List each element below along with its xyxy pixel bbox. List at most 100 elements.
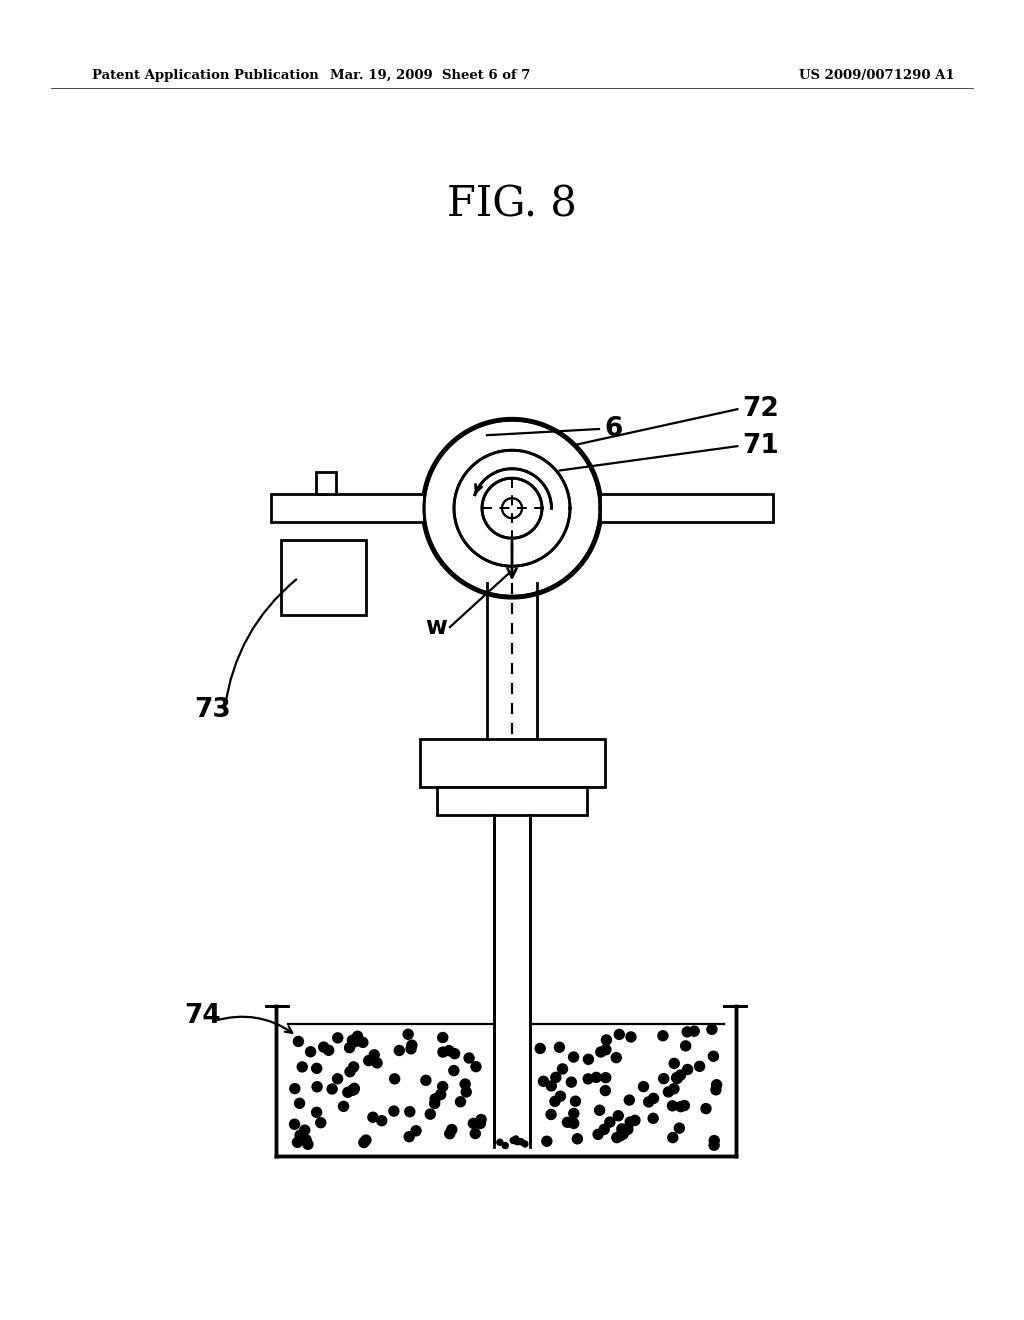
Text: FIG. 8: FIG. 8 — [447, 183, 577, 226]
Circle shape — [460, 1078, 470, 1089]
Circle shape — [616, 1123, 627, 1134]
Circle shape — [546, 1110, 556, 1119]
Circle shape — [497, 1139, 503, 1146]
Circle shape — [630, 1115, 640, 1126]
Circle shape — [547, 1081, 556, 1090]
Circle shape — [709, 1140, 719, 1150]
Circle shape — [421, 1076, 431, 1085]
Circle shape — [312, 1082, 323, 1092]
Circle shape — [301, 1135, 311, 1144]
Circle shape — [572, 1134, 583, 1144]
Circle shape — [614, 1030, 625, 1039]
Circle shape — [411, 1126, 421, 1135]
Circle shape — [593, 1130, 603, 1139]
Circle shape — [568, 1052, 579, 1063]
Circle shape — [437, 1081, 447, 1092]
Circle shape — [707, 1024, 717, 1035]
Circle shape — [333, 1032, 343, 1043]
Circle shape — [613, 1110, 624, 1121]
Circle shape — [364, 1056, 374, 1065]
Circle shape — [293, 1138, 302, 1147]
Circle shape — [368, 1113, 378, 1122]
Circle shape — [611, 1052, 622, 1063]
Circle shape — [566, 1077, 577, 1088]
Circle shape — [676, 1071, 685, 1080]
Circle shape — [370, 1049, 379, 1060]
Circle shape — [601, 1044, 611, 1055]
Circle shape — [347, 1035, 357, 1045]
Circle shape — [557, 1064, 567, 1074]
Circle shape — [471, 1061, 481, 1072]
Text: 73: 73 — [195, 697, 231, 723]
Circle shape — [470, 1129, 480, 1139]
Circle shape — [290, 1084, 300, 1093]
Text: 71: 71 — [742, 433, 779, 459]
Circle shape — [522, 1140, 528, 1147]
Circle shape — [390, 1074, 399, 1084]
Circle shape — [327, 1084, 337, 1094]
Bar — [316, 473, 336, 494]
Circle shape — [623, 1125, 633, 1134]
Circle shape — [343, 1088, 353, 1097]
Circle shape — [601, 1035, 611, 1045]
Circle shape — [315, 1118, 326, 1127]
Circle shape — [358, 1138, 369, 1147]
Circle shape — [339, 1101, 348, 1111]
Circle shape — [295, 1130, 305, 1140]
Circle shape — [626, 1032, 636, 1041]
Circle shape — [711, 1085, 721, 1094]
Circle shape — [294, 1036, 303, 1047]
Circle shape — [404, 1106, 415, 1117]
Circle shape — [348, 1061, 358, 1072]
Circle shape — [626, 1117, 635, 1127]
Circle shape — [600, 1085, 610, 1096]
Circle shape — [349, 1085, 358, 1094]
Circle shape — [668, 1101, 678, 1111]
Circle shape — [668, 1133, 678, 1143]
Circle shape — [444, 1045, 454, 1056]
Circle shape — [595, 1105, 604, 1115]
Bar — [271, 494, 424, 523]
Circle shape — [303, 1139, 313, 1150]
Circle shape — [290, 1119, 300, 1129]
Circle shape — [510, 1138, 516, 1143]
Circle shape — [324, 1045, 334, 1055]
Circle shape — [682, 1027, 692, 1038]
Circle shape — [430, 1098, 439, 1109]
Circle shape — [394, 1045, 404, 1056]
Text: Mar. 19, 2009  Sheet 6 of 7: Mar. 19, 2009 Sheet 6 of 7 — [330, 69, 530, 82]
Circle shape — [658, 1073, 669, 1084]
Text: w: w — [425, 615, 446, 639]
Circle shape — [562, 1117, 572, 1127]
Circle shape — [450, 1048, 460, 1059]
Circle shape — [568, 1118, 579, 1129]
Circle shape — [625, 1096, 634, 1105]
Circle shape — [344, 1043, 354, 1053]
Circle shape — [673, 1073, 682, 1084]
Circle shape — [475, 1118, 485, 1129]
Circle shape — [512, 1138, 518, 1144]
Circle shape — [675, 1123, 684, 1133]
Circle shape — [612, 1133, 622, 1143]
Circle shape — [681, 1041, 691, 1051]
Text: Patent Application Publication: Patent Application Publication — [92, 69, 318, 82]
Text: US 2009/0071290 A1: US 2009/0071290 A1 — [799, 69, 954, 82]
Circle shape — [311, 1064, 322, 1073]
Circle shape — [350, 1036, 360, 1047]
Circle shape — [502, 1143, 508, 1148]
Circle shape — [694, 1061, 705, 1072]
Circle shape — [550, 1097, 560, 1106]
Circle shape — [300, 1125, 309, 1135]
Circle shape — [464, 1053, 474, 1063]
Circle shape — [536, 1043, 545, 1053]
Circle shape — [372, 1057, 382, 1068]
Bar — [600, 494, 773, 523]
Circle shape — [515, 1139, 521, 1144]
Circle shape — [345, 1067, 355, 1077]
Circle shape — [347, 1085, 357, 1096]
Circle shape — [407, 1044, 416, 1053]
Circle shape — [639, 1081, 648, 1092]
Circle shape — [295, 1098, 304, 1109]
Circle shape — [657, 1031, 668, 1040]
Circle shape — [403, 1030, 413, 1039]
